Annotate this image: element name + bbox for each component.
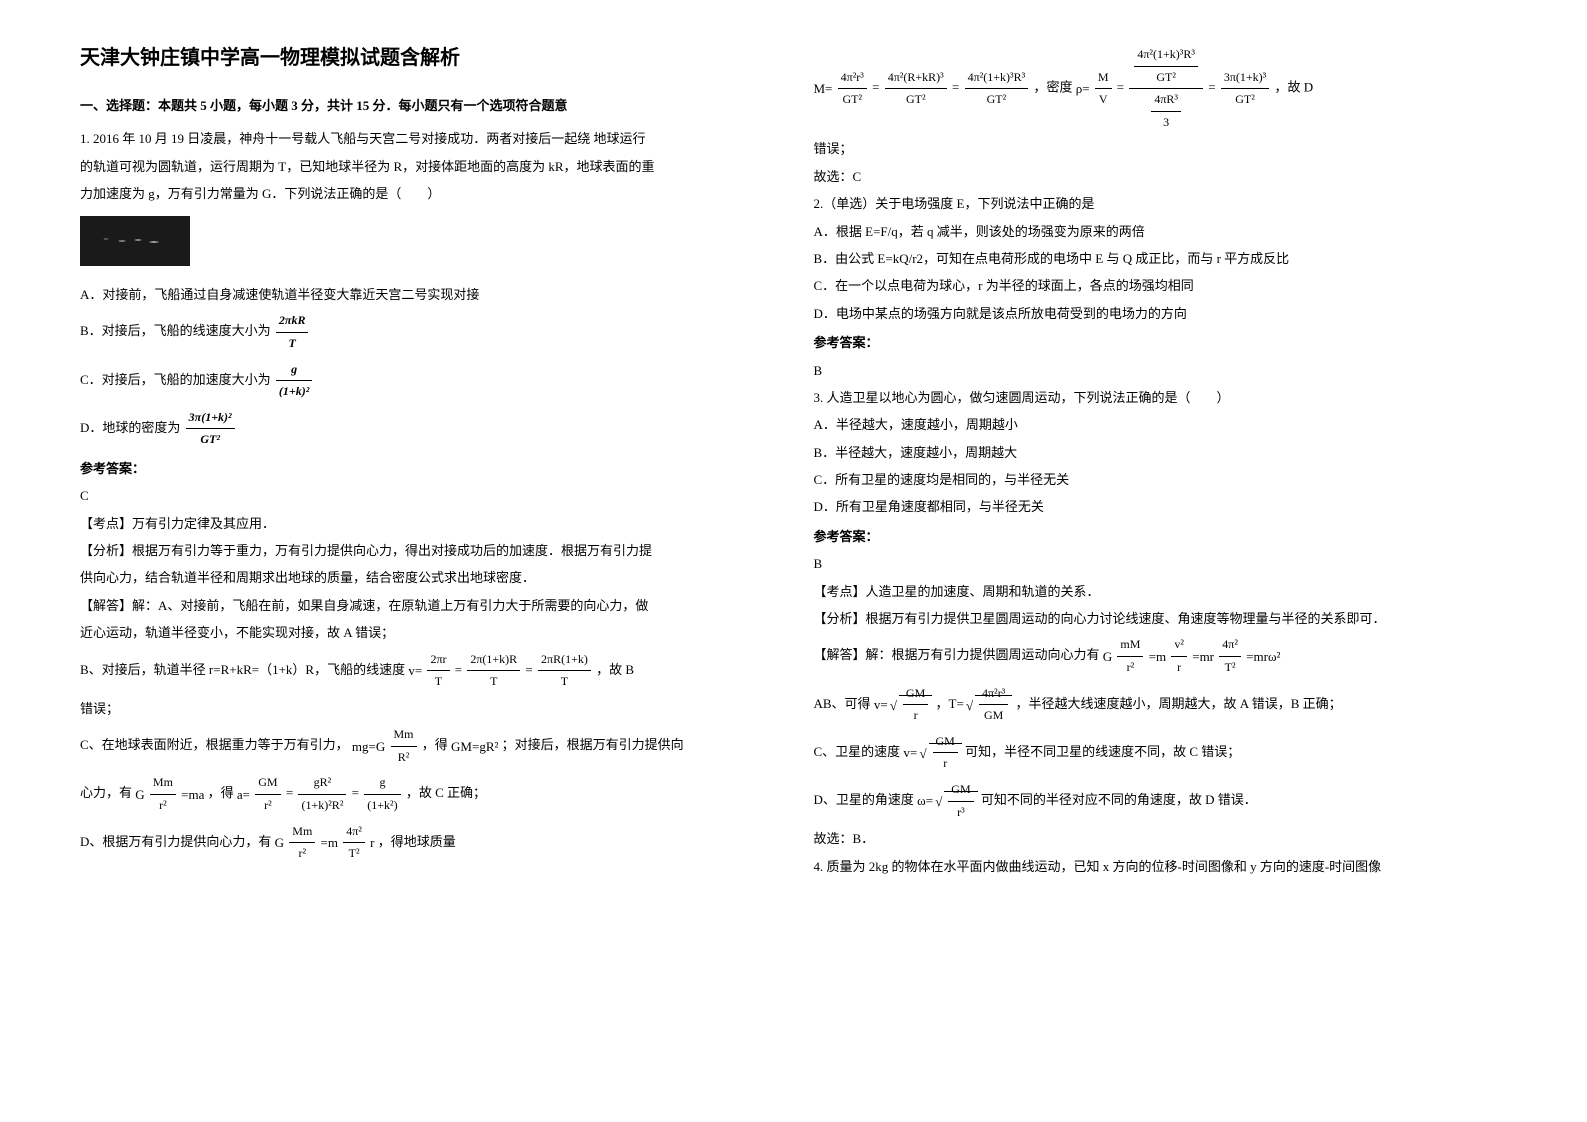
q1-fenxi: 供向心力，结合轨道半径和周期求出地球的质量，结合密度公式求出地球密度． [80, 566, 774, 589]
q1-option-d: D．地球的密度为 3π(1+k)² GT² [80, 407, 774, 451]
q1-jieda-c: C、在地球表面附近，根据重力等于万有引力， mg=G MmR² ，得 GM=gR… [80, 724, 774, 768]
answer-label: 参考答案： [814, 525, 1508, 548]
q1-option-b: B．对接后，飞船的线速度大小为 2πkR T [80, 310, 774, 354]
q2-option-a: A．根据 E=F/q，若 q 减半，则该处的场强变为原来的两倍 [814, 220, 1508, 243]
q3-d: D、卫星的角速度 ω= GMr³ 可知不同的半径对应不同的角速度，故 D 错误． [814, 779, 1508, 823]
page-title: 天津大钟庄镇中学高一物理模拟试题含解析 [80, 40, 774, 76]
q1-stem: 1. 2016 年 10 月 19 日凌晨，神舟十一号载人飞船与天宫二号对接成功… [80, 127, 774, 150]
q1-answer: C [80, 484, 774, 507]
q3-fenxi: 【分析】根据万有引力提供卫星圆周运动的向心力讨论线速度、角速度等物理量与半径的关… [814, 607, 1508, 630]
q3-final-ans: 故选：B． [814, 827, 1508, 850]
q3-kaodian: 【考点】人造卫星的加速度、周期和轨道的关系． [814, 580, 1508, 603]
q3-c: C、卫星的速度 v= GMr 可知，半径不同卫星的线速度不同，故 C 错误； [814, 731, 1508, 775]
section-header: 一、选择题：本题共 5 小题，每小题 3 分，共计 15 分．每小题只有一个选项… [80, 94, 774, 117]
q1-final-ans: 故选：C [814, 165, 1508, 188]
q3-stem: 3. 人造卫星以地心为圆心，做匀速圆周运动，下列说法正确的是（ ） [814, 386, 1508, 409]
nested-frac: 4π²(1+k)³R³GT² 4πR³3 [1129, 44, 1203, 133]
q1-option-c: C．对接后，飞船的加速度大小为 g (1+k)² [80, 359, 774, 403]
q2-option-d: D．电场中某点的场强方向就是该点所放电荷受到的电场力的方向 [814, 302, 1508, 325]
q1-option-a: A．对接前，飞船通过自身减速使轨道半径变大靠近天宫二号实现对接 [80, 283, 774, 306]
q1-stem: 力加速度为 g，万有引力常量为 G．下列说法正确的是（ ） [80, 182, 774, 205]
right-column: M= 4π²r³GT² = 4π²(R+kR)³GT² = 4π²(1+k)³R… [794, 40, 1528, 1082]
q2-answer: B [814, 359, 1508, 382]
optC-text: C．对接后，飞船的加速度大小为 [80, 372, 271, 387]
spacecraft-image [80, 216, 190, 266]
q1-fenxi: 【分析】根据万有引力等于重力，万有引力提供向心力，得出对接成功后的加速度．根据万… [80, 539, 774, 562]
q2-option-c: C．在一个以点电荷为球心，r 为半径的球面上，各点的场强均相同 [814, 274, 1508, 297]
q1-kaodian: 【考点】万有引力定律及其应用． [80, 512, 774, 535]
optD-frac: 3π(1+k)² GT² [186, 407, 235, 451]
q1-mass-formula: M= 4π²r³GT² = 4π²(R+kR)³GT² = 4π²(1+k)³R… [814, 44, 1508, 133]
q1-jieda-b: B、对接后，轨道半径 r=R+kR=（1+k）R，飞船的线速度 v= 2πrT … [80, 649, 774, 693]
q1-stem: 的轨道可视为圆轨道，运行周期为 T，已知地球半径为 R，对接体距地面的高度为 k… [80, 155, 774, 178]
left-column: 天津大钟庄镇中学高一物理模拟试题含解析 一、选择题：本题共 5 小题，每小题 3… [60, 40, 794, 1082]
q3-option-b: B．半径越大，速度越小，周期越大 [814, 441, 1508, 464]
optB-text: B．对接后，飞船的线速度大小为 [80, 323, 271, 338]
q1-jieda-a: 【解答】解：A、对接前，飞船在前，如果自身减速，在原轨道上万有引力大于所需要的向… [80, 594, 774, 617]
optB-frac: 2πkR T [276, 310, 309, 354]
answer-label: 参考答案： [80, 457, 774, 480]
answer-label: 参考答案： [814, 331, 1508, 354]
q2-stem: 2.（单选）关于电场强度 E，下列说法中正确的是 [814, 192, 1508, 215]
q1-d-err: 错误； [814, 137, 1508, 160]
q4-stem: 4. 质量为 2kg 的物体在水平面内做曲线运动，已知 x 方向的位移-时间图像… [814, 855, 1508, 878]
q3-option-a: A．半径越大，速度越小，周期越小 [814, 413, 1508, 436]
q1-jieda-c2: 心力，有 G Mmr² =ma ，得 a= GMr² = gR²(1+k)²R²… [80, 772, 774, 816]
q1-jieda-b-err: 错误； [80, 697, 774, 720]
q3-jieda: 【解答】解：根据万有引力提供圆周运动向心力有 G mMr² =m v²r =mr… [814, 634, 1508, 678]
q3-option-c: C．所有卫星的速度均是相同的，与半径无关 [814, 468, 1508, 491]
q3-ab: AB、可得 v= GMr ，T= 4π²r³GM ，半径越大线速度越小，周期越大… [814, 683, 1508, 727]
q3-option-d: D．所有卫星角速度都相同，与半径无关 [814, 495, 1508, 518]
optD-text: D．地球的密度为 [80, 420, 180, 435]
q1-jieda-d: D、根据万有引力提供向心力，有 G Mmr² =m 4π²T² r ，得地球质量 [80, 821, 774, 865]
q1-jieda-a: 近心运动，轨道半径变小，不能实现对接，故 A 错误； [80, 621, 774, 644]
q2-option-b: B．由公式 E=kQ/r2，可知在点电荷形成的电场中 E 与 Q 成正比，而与 … [814, 247, 1508, 270]
optC-frac: g (1+k)² [276, 359, 312, 403]
q3-answer: B [814, 552, 1508, 575]
